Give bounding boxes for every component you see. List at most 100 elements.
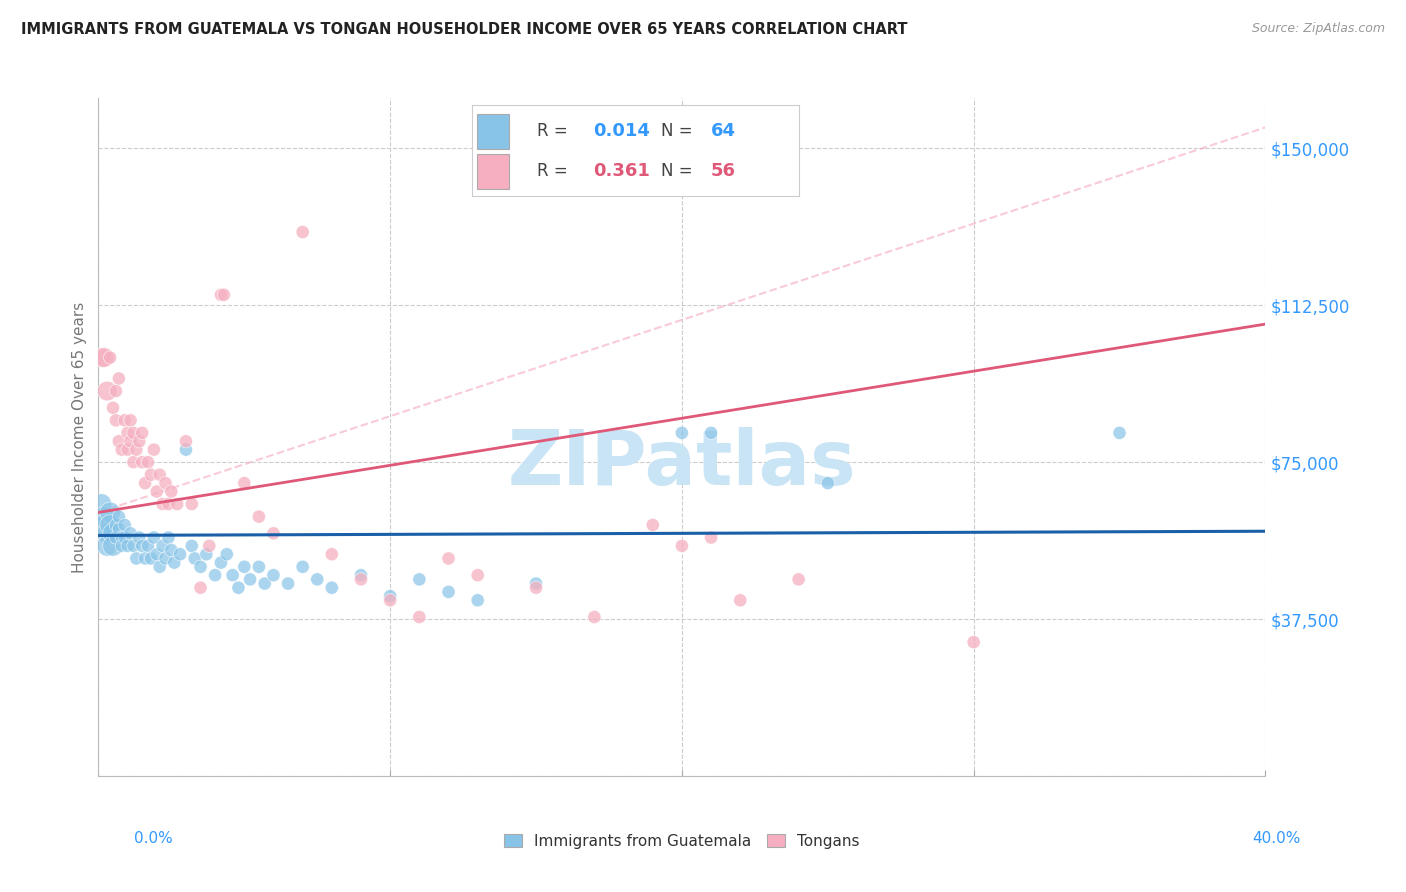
Point: [101, 401, 124, 415]
Point: [108, 371, 131, 385]
Point: [142, 531, 165, 545]
Point: [408, 610, 430, 624]
Point: [122, 425, 145, 440]
Point: [108, 434, 131, 449]
Point: [122, 455, 145, 469]
Point: [583, 610, 606, 624]
Point: [700, 531, 723, 545]
Point: [146, 484, 169, 499]
Point: [117, 442, 139, 457]
Point: [111, 539, 134, 553]
Text: Source: ZipAtlas.com: Source: ZipAtlas.com: [1251, 22, 1385, 36]
Point: [139, 467, 162, 482]
Point: [96, 526, 118, 541]
Point: [700, 425, 723, 440]
Text: IMMIGRANTS FROM GUATEMALA VS TONGAN HOUSEHOLDER INCOME OVER 65 YEARS CORRELATION: IMMIGRANTS FROM GUATEMALA VS TONGAN HOUS…: [21, 22, 908, 37]
Point: [307, 573, 329, 587]
Point: [204, 568, 226, 582]
Point: [98, 351, 121, 365]
Point: [160, 543, 183, 558]
Point: [247, 509, 270, 524]
Point: [437, 585, 460, 599]
Point: [131, 539, 153, 553]
Point: [104, 413, 127, 427]
Point: [108, 509, 131, 524]
Point: [155, 551, 177, 566]
Point: [128, 531, 150, 545]
Point: [180, 497, 202, 511]
Point: [524, 581, 547, 595]
Point: [93, 351, 115, 365]
Point: [114, 531, 136, 545]
Point: [215, 547, 238, 561]
Point: [146, 547, 169, 561]
Point: [128, 434, 150, 449]
Point: [117, 425, 139, 440]
Point: [221, 568, 243, 582]
Point: [641, 518, 664, 533]
Point: [174, 434, 197, 449]
Point: [247, 559, 270, 574]
Text: ZIPatlas: ZIPatlas: [508, 427, 856, 501]
Text: 0.0%: 0.0%: [134, 831, 173, 846]
Point: [93, 509, 115, 524]
Point: [120, 526, 142, 541]
Point: [96, 539, 118, 553]
Point: [291, 225, 314, 239]
Point: [209, 287, 232, 301]
Point: [134, 476, 156, 491]
Point: [155, 476, 177, 491]
Point: [437, 551, 460, 566]
Point: [190, 559, 212, 574]
Point: [114, 413, 136, 427]
Point: [350, 573, 373, 587]
Point: [117, 539, 139, 553]
Point: [125, 442, 148, 457]
Point: [233, 559, 256, 574]
Point: [149, 467, 172, 482]
Point: [321, 581, 343, 595]
Point: [139, 551, 162, 566]
Point: [104, 384, 127, 398]
Point: [262, 568, 284, 582]
Point: [730, 593, 752, 607]
Point: [291, 559, 314, 574]
Point: [962, 635, 984, 649]
Point: [671, 425, 693, 440]
Point: [101, 539, 124, 553]
Point: [131, 455, 153, 469]
Point: [101, 526, 124, 541]
Point: [142, 442, 165, 457]
Point: [239, 573, 262, 587]
Point: [111, 442, 134, 457]
Point: [160, 484, 183, 499]
Point: [120, 413, 142, 427]
Point: [131, 425, 153, 440]
Point: [180, 539, 202, 553]
Point: [524, 576, 547, 591]
Point: [183, 551, 205, 566]
Point: [111, 531, 134, 545]
Point: [152, 539, 174, 553]
Point: [787, 573, 810, 587]
Point: [253, 576, 276, 591]
Point: [321, 547, 343, 561]
Point: [104, 518, 127, 533]
Point: [198, 539, 221, 553]
Point: [174, 442, 197, 457]
Point: [98, 518, 121, 533]
Point: [1108, 425, 1130, 440]
Point: [380, 593, 402, 607]
Point: [380, 589, 402, 603]
Point: [157, 531, 180, 545]
Y-axis label: Householder Income Over 65 years: Householder Income Over 65 years: [72, 301, 87, 573]
Point: [98, 505, 121, 519]
Point: [467, 568, 489, 582]
Point: [817, 476, 839, 491]
Point: [114, 518, 136, 533]
Point: [93, 518, 115, 533]
Point: [209, 556, 232, 570]
Point: [134, 551, 156, 566]
Legend: Immigrants from Guatemala, Tongans: Immigrants from Guatemala, Tongans: [496, 826, 868, 856]
Point: [90, 497, 112, 511]
